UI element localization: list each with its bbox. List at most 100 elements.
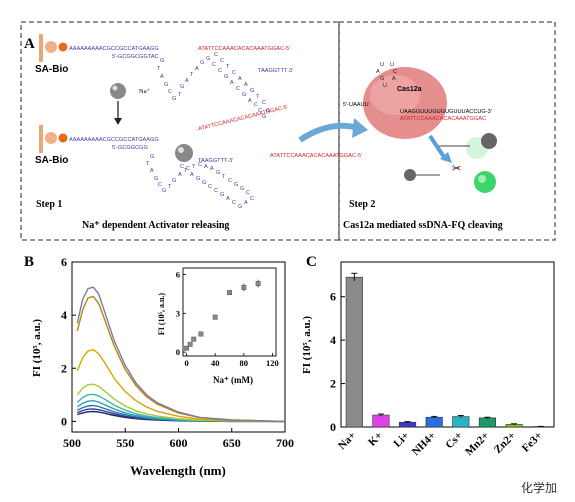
- quencher-released: [404, 169, 416, 181]
- base-letter: C: [198, 162, 202, 168]
- bar-category-label: Li+: [391, 430, 411, 450]
- b-ytick-label: 6: [61, 255, 67, 269]
- base-letter: A: [204, 164, 208, 170]
- biotin-top: [58, 42, 68, 52]
- bar-li-plus: [399, 421, 417, 428]
- base-letter: T: [178, 92, 182, 98]
- base-letter: C: [232, 70, 236, 76]
- b-xtick-label: 650: [223, 436, 241, 450]
- base-letter: G: [150, 154, 154, 160]
- panel-a: A SA-Bio AAAAAAAAACGCCGCCATGAAGG ATATTCC…: [20, 21, 556, 241]
- inset-ytick-label: 6: [176, 269, 180, 279]
- bar-mn2-plus: [478, 417, 496, 428]
- bead-top: [45, 41, 57, 53]
- inset-point: [212, 314, 218, 320]
- base-letter: G: [206, 56, 210, 62]
- bar-category-label: Zn2+: [492, 430, 518, 456]
- quencher-bead: [481, 133, 497, 149]
- panel-c: C 0 2 4 6 Na+ K+ Li+NH4+ Cs+Mn2+ Zn2+ Fe3+ FI (1…: [301, 254, 555, 458]
- inset-ylabel: FI (10⁵, a.u.): [157, 293, 166, 336]
- base-letter: C: [262, 100, 266, 106]
- base-letter: A: [150, 168, 154, 174]
- base-letter: T: [222, 174, 226, 180]
- step1-caption: Na⁺ dependent Activator releasing: [82, 220, 229, 231]
- comp-bottom-right: TAAGGTTT-3': [198, 158, 233, 164]
- plot-c-frame: [340, 261, 555, 428]
- base-letter: T: [157, 66, 161, 72]
- bar-category-label: Na+: [336, 430, 358, 452]
- spectrum-line: [76, 348, 286, 423]
- inset-point: [198, 331, 204, 337]
- arrow-cleave-head: [440, 152, 452, 163]
- inset-frame: [182, 267, 277, 357]
- released-red-2: ATATTCCAAACACACAAATGGAC-5': [270, 153, 362, 159]
- inset-point: [191, 336, 197, 342]
- na-ion-bottom: [175, 144, 193, 162]
- inset-ytick-label: 3: [176, 308, 180, 318]
- b-xtick-label: 600: [170, 436, 188, 450]
- biotin-bottom: [58, 133, 68, 143]
- base-letter: T: [146, 161, 150, 167]
- inset-point: [187, 341, 193, 347]
- bead-bottom: [45, 132, 57, 144]
- comp-bottom: 5'-GCGGCGG: [112, 145, 148, 151]
- bar-category-label: K+: [366, 430, 385, 449]
- spectrum-line: [76, 383, 286, 423]
- cas-label: Cas12a: [397, 86, 422, 93]
- na-ion-top: [110, 83, 126, 99]
- base-letter: A: [244, 200, 248, 206]
- base-letter: T: [192, 164, 196, 170]
- sa-bio-top: SA-Bio: [35, 64, 68, 75]
- step2-box: [338, 21, 556, 241]
- b-xtick-label: 550: [116, 436, 134, 450]
- panel-c-label: C: [306, 254, 317, 270]
- base-letter: T: [168, 184, 172, 190]
- svg-text:C: C: [393, 69, 397, 75]
- fluorophore-released: [474, 171, 496, 193]
- b-xtick-label: 500: [63, 436, 81, 450]
- strand-top-blue: AAAAAAAAACGCCGCCATGAAGG: [69, 46, 159, 52]
- base-letter: G: [164, 82, 168, 88]
- base-letter: G: [266, 108, 270, 114]
- base-letter: A: [185, 78, 189, 84]
- base-letter: G: [196, 176, 200, 182]
- base-letter: T: [184, 168, 188, 174]
- inset-xtick-label: 40: [211, 358, 220, 368]
- c-ytick-label: 4: [330, 333, 336, 347]
- strand-top-red: ATATTCCAAACACACAAATGGAC-5': [198, 46, 290, 52]
- c-ytick-label: 6: [330, 290, 336, 304]
- step2-caption: Cas12a mediated ssDNA-FQ cleaving: [343, 220, 503, 231]
- na-ion-bottom-shine: [178, 147, 184, 153]
- base-letter: C: [218, 68, 222, 74]
- bar-category-label: Cs+: [443, 430, 465, 452]
- surface-top: [39, 34, 43, 62]
- bar-category-label: Mn2+: [463, 430, 491, 458]
- step1-box: [20, 21, 340, 241]
- spectrum-line: [76, 286, 286, 423]
- base-letter: C: [220, 58, 224, 64]
- b-series-lines: [76, 286, 286, 423]
- na-label: Na⁺: [139, 88, 151, 95]
- arrow-head-down: [114, 118, 122, 125]
- base-letter: T: [226, 64, 230, 70]
- inset-point: [184, 345, 190, 351]
- c-bars: Na+ K+ Li+NH4+ Cs+Mn2+ Zn2+ Fe3+: [336, 272, 550, 458]
- base-letter: A: [226, 196, 230, 202]
- svg-text:A: A: [392, 76, 396, 82]
- base-letter: C: [258, 108, 262, 114]
- base-letter: G: [224, 74, 228, 80]
- sa-bio-bottom: SA-Bio: [35, 155, 68, 166]
- base-letter: G: [172, 178, 176, 184]
- base-letter: A: [238, 76, 242, 82]
- base-letter: T: [256, 94, 260, 100]
- watermark: 化学加: [520, 481, 557, 495]
- cas-seq-red: ATATTCCAAACACACAAATGGAC: [400, 116, 486, 122]
- step1-title: Step 1: [36, 199, 62, 210]
- inset-points: [184, 279, 261, 351]
- base-letter: A: [230, 80, 234, 86]
- base-letter: C: [168, 89, 172, 95]
- strand-bottom-blue: AAAAAAAAACGCCGCCATGAAGG: [69, 137, 159, 143]
- base-letter: G: [200, 60, 204, 66]
